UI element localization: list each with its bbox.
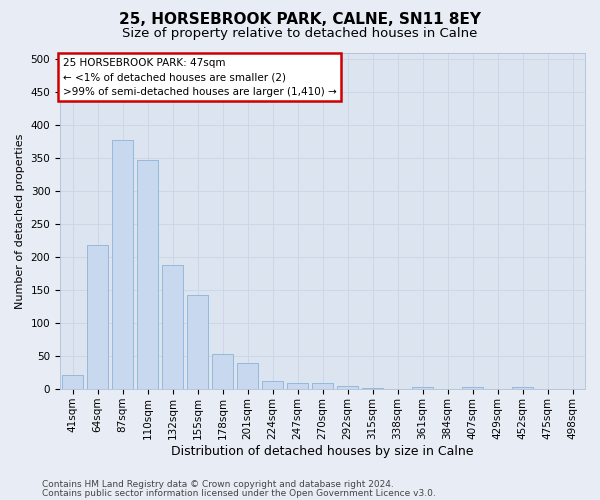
Bar [187,295,208,389]
Text: Contains HM Land Registry data © Crown copyright and database right 2024.: Contains HM Land Registry data © Crown c… [42,480,394,489]
Bar [87,246,108,389]
Bar [212,354,233,389]
Text: 25, HORSEBROOK PARK, CALNE, SN11 8EY: 25, HORSEBROOK PARK, CALNE, SN11 8EY [119,12,481,28]
Bar [337,386,358,389]
Bar [112,140,133,389]
Bar [312,383,333,389]
Text: 25 HORSEBROOK PARK: 47sqm
← <1% of detached houses are smaller (2)
>99% of semi-: 25 HORSEBROOK PARK: 47sqm ← <1% of detac… [62,58,337,97]
Bar [162,265,183,389]
Bar [287,383,308,389]
Bar [512,386,533,389]
Bar [412,386,433,389]
X-axis label: Distribution of detached houses by size in Calne: Distribution of detached houses by size … [171,444,474,458]
Y-axis label: Number of detached properties: Number of detached properties [15,133,25,308]
Text: Contains public sector information licensed under the Open Government Licence v3: Contains public sector information licen… [42,488,436,498]
Bar [362,388,383,389]
Bar [262,382,283,389]
Bar [562,388,583,389]
Bar [137,160,158,389]
Bar [462,386,483,389]
Text: Size of property relative to detached houses in Calne: Size of property relative to detached ho… [122,28,478,40]
Bar [237,363,258,389]
Bar [62,374,83,389]
